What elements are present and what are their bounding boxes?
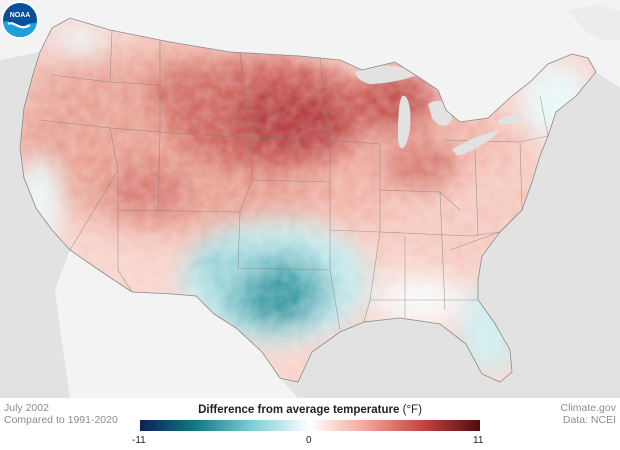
great-lakes <box>355 65 526 156</box>
anomaly-map <box>0 0 620 398</box>
noaa-logo: NOAA <box>1 1 39 39</box>
legend-unit: (°F) <box>402 404 422 416</box>
us-outline <box>19 17 597 383</box>
map-panel: NOAA <box>0 0 620 398</box>
credit-label: Climate.gov <box>560 402 616 414</box>
legend-mid-label: 0 <box>306 435 312 446</box>
data-source-label: Data: NCEI <box>562 414 616 426</box>
legend-title-text: Difference from average temperature <box>198 404 400 416</box>
legend-max-label: 11 <box>473 435 484 446</box>
date-label: July 2002 <box>4 402 49 414</box>
baseline-label: Compared to 1991-2020 <box>4 414 118 426</box>
legend-min-label: -11 <box>132 435 146 446</box>
state-borders <box>39 29 549 331</box>
noaa-logo-text: NOAA <box>10 12 31 19</box>
legend-title: Difference from average temperature (°F) <box>140 404 480 416</box>
us-anomaly-field <box>20 18 596 382</box>
legend-color-bar <box>140 420 480 431</box>
neighbor-land <box>0 0 620 398</box>
